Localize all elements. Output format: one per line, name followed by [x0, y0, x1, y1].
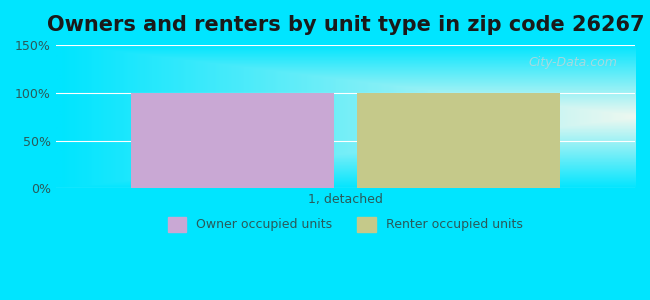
Bar	[131, 93, 334, 188]
Bar	[357, 93, 560, 188]
Text: City-Data.com: City-Data.com	[528, 56, 618, 69]
Legend: Owner occupied units, Renter occupied units: Owner occupied units, Renter occupied un…	[162, 212, 528, 237]
Title: Owners and renters by unit type in zip code 26267: Owners and renters by unit type in zip c…	[47, 15, 644, 35]
